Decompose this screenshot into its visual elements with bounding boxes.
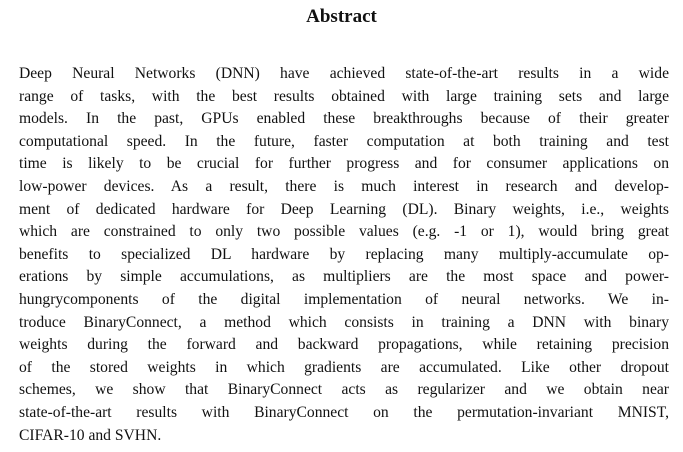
abstract-line: low-power devices. As a result, there is… xyxy=(19,177,669,195)
abstract-line: of the stored weights in which gradients… xyxy=(19,358,669,376)
abstract-line: computational speed. In the future, fast… xyxy=(19,132,669,150)
abstract-line: erations by simple accumulations, as mul… xyxy=(19,268,669,286)
abstract-line: range of tasks, with the best results ob… xyxy=(19,87,669,105)
abstract-line: troduce BinaryConnect, a method which co… xyxy=(19,313,669,331)
abstract-body: Deep Neural Networks (DNN) have achieved… xyxy=(19,63,669,447)
abstract-line: time is likely to be crucial for further… xyxy=(19,155,669,173)
abstract-line: state-of-the-art results with BinaryConn… xyxy=(19,403,669,421)
abstract-line: CIFAR-10 and SVHN. xyxy=(19,426,162,444)
abstract-title: Abstract xyxy=(306,6,377,27)
abstract-line: benefits to specialized DL hardware by r… xyxy=(19,245,669,263)
abstract-line: models. In the past, GPUs enabled these … xyxy=(19,110,669,128)
abstract-line: hungrycomponents of the digital implemen… xyxy=(19,290,669,308)
abstract-line: schemes, we show that BinaryConnect acts… xyxy=(19,381,669,399)
abstract-line: ment of dedicated hardware for Deep Lear… xyxy=(19,200,669,218)
abstract-line: weights during the forward and backward … xyxy=(19,336,669,354)
abstract-line: Deep Neural Networks (DNN) have achieved… xyxy=(19,65,669,82)
abstract-line: which are constrained to only two possib… xyxy=(19,223,669,241)
